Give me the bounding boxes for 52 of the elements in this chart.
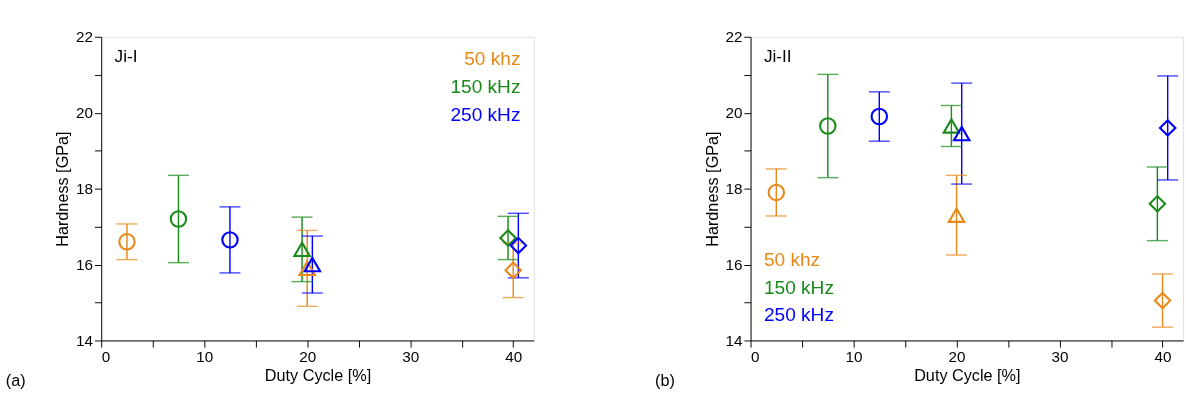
- x-tick-label: 30: [1051, 347, 1069, 365]
- point: [118, 233, 136, 251]
- y-tick-label: 22: [76, 28, 94, 46]
- point: [1148, 195, 1167, 213]
- point: [819, 117, 837, 135]
- x-axis-title: Duty Cycle [%]: [264, 366, 372, 385]
- x-axis-title: Duty Cycle [%]: [914, 366, 1021, 385]
- point: [1158, 119, 1177, 137]
- x-tick-label: 30: [402, 347, 420, 365]
- point: [504, 261, 522, 279]
- point: [509, 236, 528, 255]
- y-axis-title: Hardness [GPa]: [702, 131, 721, 247]
- y-tick-label: 20: [76, 103, 94, 121]
- text: 250 kHz: [763, 304, 834, 326]
- point: [767, 183, 786, 202]
- y-tick-label: 14: [76, 331, 94, 349]
- point: [499, 229, 517, 247]
- y-tick-label: 18: [725, 179, 743, 197]
- point: [1153, 291, 1172, 310]
- point: [221, 231, 239, 249]
- point: [298, 260, 316, 277]
- x-tick-label: 20: [299, 347, 317, 365]
- y-tick-label: 22: [725, 28, 743, 46]
- point: [293, 241, 311, 258]
- y-tick-label: 14: [725, 331, 743, 349]
- text: Ji-I: [114, 45, 138, 66]
- x-tick-label: 10: [845, 347, 863, 365]
- y-tick-label: 18: [76, 179, 94, 197]
- text: (b): [655, 371, 675, 390]
- text: Ji-II: [763, 45, 792, 66]
- x-tick-label: 10: [196, 347, 214, 365]
- text: 50 khz: [464, 48, 521, 70]
- x-tick-label: 40: [505, 347, 523, 365]
- x-tick-label: 0: [101, 347, 111, 365]
- text: 50 khz: [763, 248, 821, 270]
- x-tick-label: 20: [948, 347, 966, 365]
- text: 250 kHz: [450, 103, 521, 125]
- text: 150 kHz: [763, 276, 834, 298]
- point: [169, 210, 188, 228]
- y-tick-label: 20: [725, 103, 743, 121]
- y-tick-label: 16: [725, 255, 743, 273]
- y-tick-label: 16: [76, 255, 94, 273]
- text: 150 kHz: [450, 76, 521, 98]
- x-tick-label: 40: [1154, 347, 1172, 365]
- text: (a): [5, 371, 26, 390]
- x-tick-label: 0: [751, 347, 760, 365]
- point: [952, 125, 971, 142]
- point: [303, 256, 322, 273]
- y-axis-title: Hardness [GPa]: [53, 131, 72, 247]
- point: [947, 207, 966, 223]
- point: [870, 107, 889, 126]
- point: [942, 118, 961, 134]
